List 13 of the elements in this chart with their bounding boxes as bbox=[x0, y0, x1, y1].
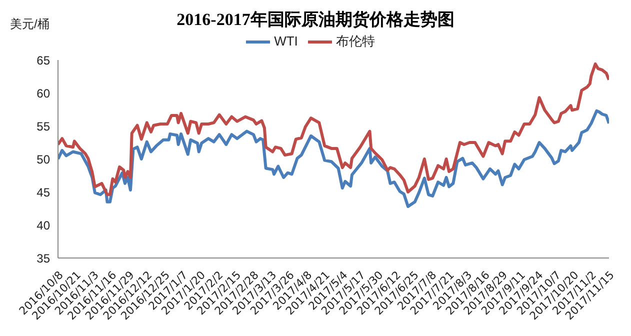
y-tick-label: 40 bbox=[36, 218, 50, 232]
legend-label: WTI bbox=[274, 33, 298, 48]
line-series bbox=[58, 109, 609, 208]
y-tick-label: 55 bbox=[36, 119, 50, 134]
y-tick-label: 35 bbox=[36, 251, 50, 266]
y-tick-label: 60 bbox=[36, 86, 50, 100]
y-tick-label: 65 bbox=[36, 53, 50, 68]
chart-title: 2016-2017年国际原油期货价格走势图 bbox=[176, 10, 454, 29]
y-tick-label: 50 bbox=[36, 152, 50, 166]
y-tick-label: 45 bbox=[36, 185, 50, 200]
line-series bbox=[58, 62, 609, 196]
y-axis-title: 美元/桶 bbox=[10, 16, 50, 33]
legend-label: 布伦特 bbox=[336, 33, 375, 48]
